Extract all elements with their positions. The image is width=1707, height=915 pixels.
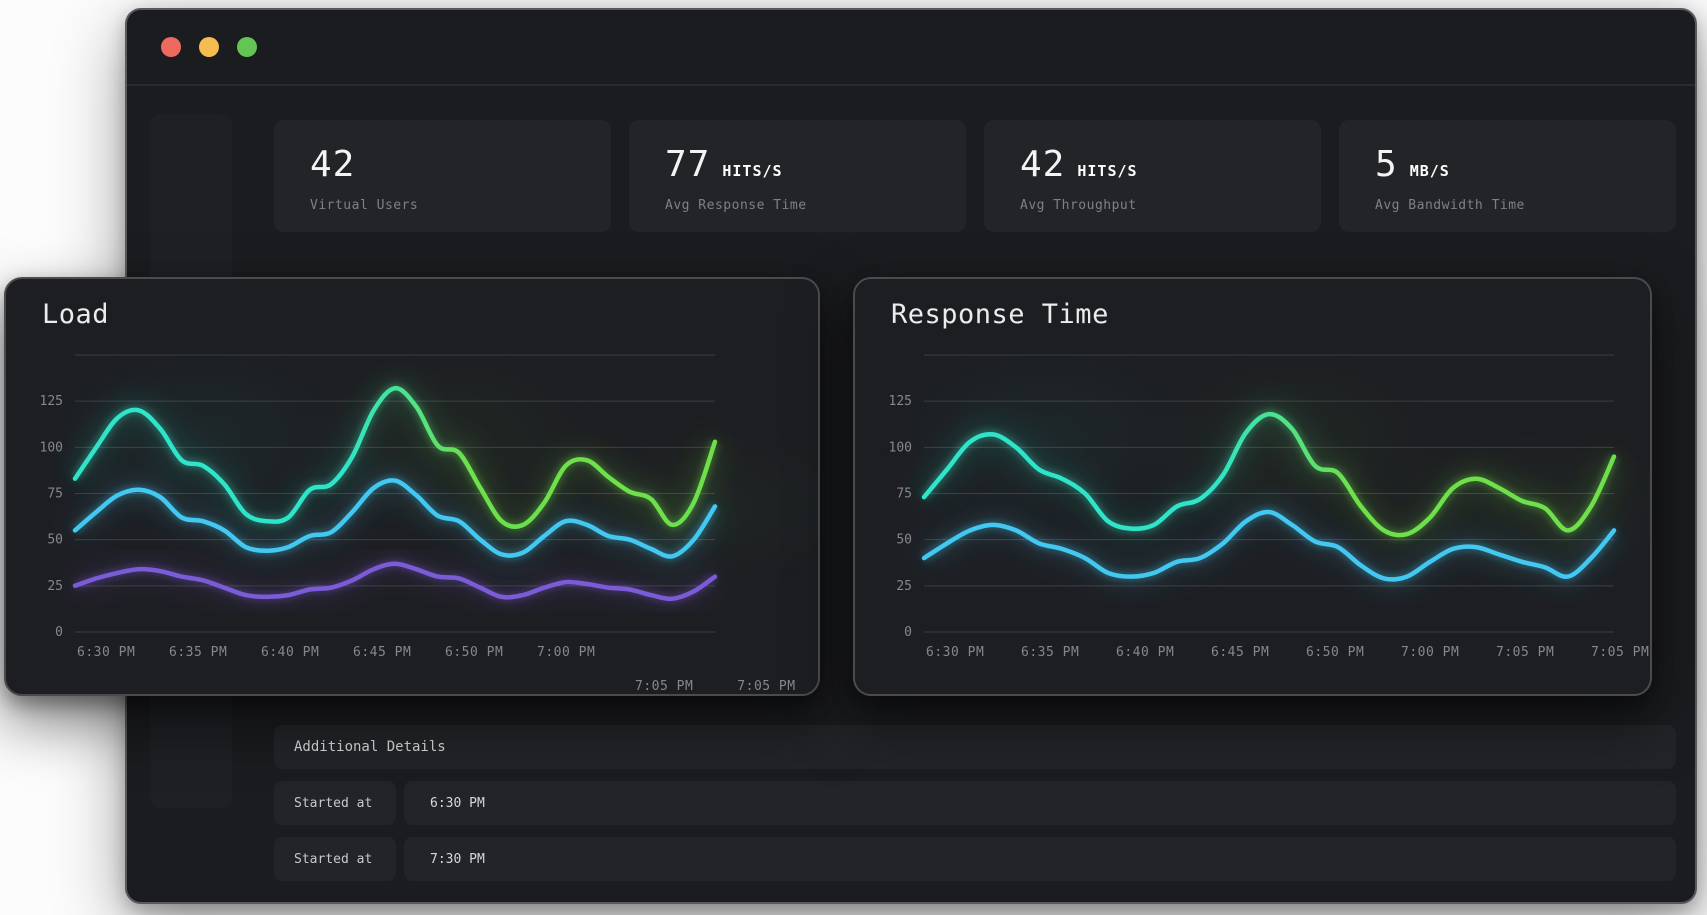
- x-tick-label: 6:35 PM: [1021, 645, 1080, 660]
- x-tick-label: 6:35 PM: [169, 645, 228, 660]
- y-tick-label: 125: [40, 394, 63, 409]
- series-line-response-low: [921, 509, 1617, 582]
- y-tick-label: 50: [896, 533, 912, 548]
- stat-value: 5: [1375, 144, 1398, 185]
- series-line-load-mid: [72, 478, 718, 559]
- line-glow: [918, 500, 1623, 591]
- stat-label: Virtual Users: [310, 198, 419, 213]
- y-tick-label: 25: [896, 579, 912, 594]
- y-tick-label: 125: [889, 394, 912, 409]
- minimize-icon[interactable]: [199, 37, 219, 57]
- y-tick-label: 50: [47, 533, 63, 548]
- x-tick-label: 6:50 PM: [445, 645, 504, 660]
- panel-title: Response Time: [891, 299, 1109, 330]
- detail-value: 6:30 PM: [404, 781, 1676, 825]
- load-chart: 0 25 50 75 100 125 6:30 PM 6:35 PM 6:40 PM 6:45 P…: [6, 279, 818, 694]
- zoom-icon[interactable]: [237, 37, 257, 57]
- x-tick-label: 7:00 PM: [537, 645, 596, 660]
- stat-label: Avg Throughput: [1020, 198, 1137, 213]
- additional-details-header: Additional Details: [274, 725, 1676, 769]
- x-tick-label: 6:40 PM: [261, 645, 320, 660]
- close-icon[interactable]: [161, 37, 181, 57]
- stat-card-virtual-users: 42 Virtual Users: [274, 120, 611, 232]
- stat-label: Avg Bandwidth Time: [1375, 198, 1525, 213]
- detail-row: Started at 7:30 PM: [274, 837, 1676, 881]
- x-tick-label: 7:05 PM: [737, 679, 796, 694]
- y-tick-label: 100: [40, 440, 63, 455]
- response-time-chart: 0 25 50 75 100 125 6:30 PM 6:35 PM 6:40 PM 6:45 P…: [855, 279, 1650, 694]
- y-tick-label: 0: [55, 625, 63, 640]
- stat-value: 77: [665, 144, 711, 185]
- x-tick-label: 7:05 PM: [1591, 645, 1650, 660]
- y-tick-label: 25: [47, 579, 63, 594]
- detail-label: Started at: [274, 837, 396, 881]
- stat-label: Avg Response Time: [665, 198, 807, 213]
- stat-cards-row: 42 Virtual Users 77 HITS/S Avg Response …: [274, 120, 1676, 232]
- series-line-response-high: [921, 411, 1617, 538]
- line-glow: [71, 552, 722, 610]
- stat-card-avg-throughput: 42 HITS/S Avg Throughput: [984, 120, 1321, 232]
- y-tick-label: 75: [896, 487, 912, 502]
- panel-title: Load: [42, 299, 110, 330]
- stat-unit: HITS/S: [722, 162, 783, 180]
- additional-details-section: Additional Details Started at 6:30 PM St…: [274, 725, 1676, 893]
- x-tick-label: 7:00 PM: [1401, 645, 1460, 660]
- window-titlebar: [127, 10, 1695, 86]
- x-tick-label: 6:40 PM: [1116, 645, 1175, 660]
- series-line-load-low: [72, 561, 718, 602]
- series-line-load-high: [72, 385, 718, 529]
- y-tick-label: 100: [889, 440, 912, 455]
- x-tick-label: 6:30 PM: [77, 645, 136, 660]
- x-tick-label: 7:05 PM: [1496, 645, 1555, 660]
- detail-value: 7:30 PM: [404, 837, 1676, 881]
- detail-row: Started at 6:30 PM: [274, 781, 1676, 825]
- x-tick-label: 7:05 PM: [635, 679, 694, 694]
- chart-panel-load: Load 0 25 50 75 100 125 6:30 PM 6:35 PM 6:40 PM 6…: [4, 277, 820, 696]
- stat-value: 42: [1020, 144, 1066, 185]
- stat-value: 42: [310, 144, 356, 185]
- x-tick-label: 6:45 PM: [1211, 645, 1270, 660]
- stat-unit: MB/S: [1409, 162, 1450, 180]
- stat-card-avg-bandwidth: 5 MB/S Avg Bandwidth Time: [1339, 120, 1676, 232]
- x-tick-label: 6:50 PM: [1306, 645, 1365, 660]
- x-tick-label: 6:45 PM: [353, 645, 412, 660]
- chart-panel-response: Response Time 0 25 50 75 100 125 6:30 PM 6:35 P…: [853, 277, 1652, 696]
- x-tick-label: 6:30 PM: [926, 645, 985, 660]
- y-tick-label: 0: [904, 625, 912, 640]
- stat-card-avg-response-time: 77 HITS/S Avg Response Time: [629, 120, 966, 232]
- detail-label: Started at: [274, 781, 396, 825]
- stat-unit: HITS/S: [1077, 162, 1138, 180]
- y-tick-label: 75: [47, 487, 63, 502]
